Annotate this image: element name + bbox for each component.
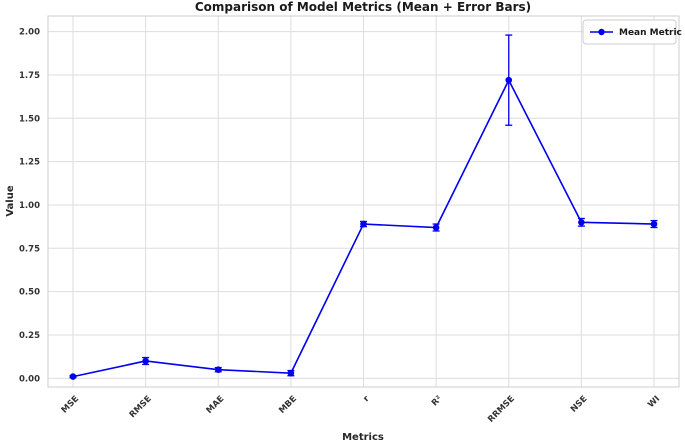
plot-area-frame: [47, 15, 680, 388]
data-point-marker: [69, 373, 77, 380]
x-tick-label: NSE: [569, 394, 590, 415]
series-markers-layer: [69, 76, 658, 380]
legend-marker-icon: [598, 28, 605, 36]
data-point-marker: [287, 369, 295, 377]
y-tick-label: 1.00: [19, 201, 40, 211]
y-tick-label: 1.50: [19, 114, 40, 124]
y-tick-labels: 0.00 0.25 0.50 0.75 1.00 1.25 1.50 1.75 2.00: [19, 28, 40, 385]
x-tick-label: RRMSE: [486, 394, 517, 425]
chart-title: Comparison of Model Metrics (Mean + Erro…: [195, 0, 531, 14]
y-tick-label: 2.00: [19, 28, 40, 38]
data-point-marker: [505, 76, 513, 84]
legend-box: [582, 19, 677, 45]
x-tick-label: RMSE: [128, 394, 154, 420]
x-tick-label: r: [362, 393, 373, 404]
x-tick-label: R²: [430, 394, 445, 409]
x-tick-labels: MSE RMSE MAE MBE r R² RRMSE NSE WI: [60, 393, 662, 424]
y-tick-label: 1.25: [19, 158, 40, 168]
x-tick-label: WI: [646, 394, 662, 410]
data-point-marker: [214, 366, 222, 373]
x-axis-label: Metrics: [342, 432, 384, 443]
data-point-marker: [578, 219, 585, 226]
legend-label: Mean Metric: [619, 28, 682, 38]
grid-layer: [48, 16, 679, 387]
data-point-marker: [360, 220, 367, 228]
data-point-marker: [650, 220, 658, 228]
data-point-marker: [432, 224, 440, 231]
data-point-marker: [142, 357, 149, 365]
y-tick-label: 1.75: [19, 71, 40, 81]
y-axis-label: Value: [5, 185, 16, 216]
x-tick-label: MAE: [205, 394, 227, 416]
x-tick-label: MBE: [277, 394, 299, 416]
y-tick-label: 0.75: [19, 244, 40, 254]
y-tick-label: 0.50: [19, 288, 40, 298]
y-tick-label: 0.25: [19, 331, 40, 341]
x-tick-label: MSE: [60, 394, 82, 416]
y-tick-label: 0.00: [19, 374, 40, 384]
legend: Mean Metric: [582, 19, 682, 45]
